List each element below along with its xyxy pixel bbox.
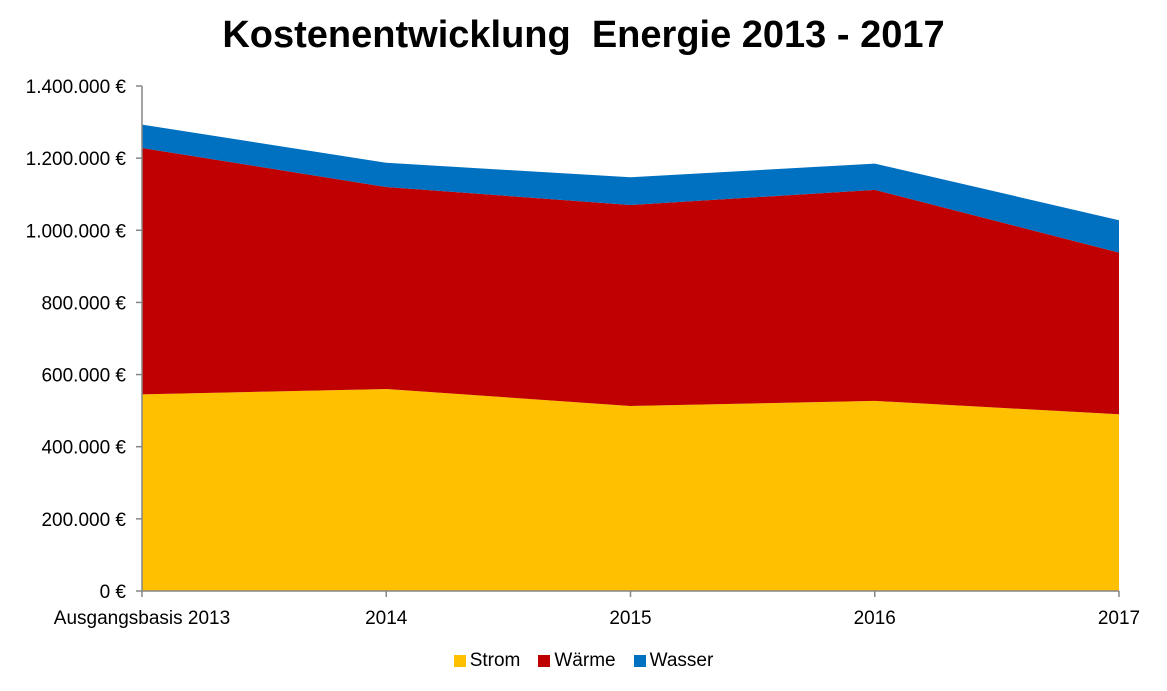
y-tick-label: 1.200.000 € <box>26 149 127 170</box>
area-series-wasser <box>142 124 1119 253</box>
legend-label: Wasser <box>649 650 714 671</box>
y-tick-label: 0 € <box>100 582 127 603</box>
y-tick-label: 1.400.000 € <box>26 77 127 98</box>
area-series-strom <box>142 389 1119 591</box>
legend-label: Strom <box>469 650 521 671</box>
legend-item-wasser: Wasser <box>633 650 714 672</box>
x-tick-label: 2015 <box>609 608 651 629</box>
y-tick-label: 800.000 € <box>41 293 126 314</box>
chart-title: Kostenentwicklung Energie 2013 - 2017 <box>222 14 945 56</box>
legend-label: Wärme <box>554 650 616 671</box>
area-series-wärme <box>142 148 1119 415</box>
legend-swatch <box>538 655 551 667</box>
y-tick-label: 600.000 € <box>41 366 126 387</box>
y-tick-label: 400.000 € <box>41 438 126 459</box>
y-tick-label: 200.000 € <box>41 510 126 531</box>
legend-swatch <box>633 655 646 667</box>
x-tick-label: 2017 <box>1098 608 1140 629</box>
x-tick-label: 2014 <box>365 608 408 629</box>
legend-item-strom: Strom <box>453 650 521 672</box>
legend-item-wärme: Wärme <box>538 650 616 672</box>
chart-legend: Strom Wärme Wasser <box>0 650 1167 672</box>
y-tick-label: 1.000.000 € <box>26 221 127 242</box>
legend-swatch <box>453 655 466 667</box>
x-tick-label: 2016 <box>854 608 896 629</box>
x-tick-label: Ausgangsbasis 2013 <box>54 608 230 629</box>
